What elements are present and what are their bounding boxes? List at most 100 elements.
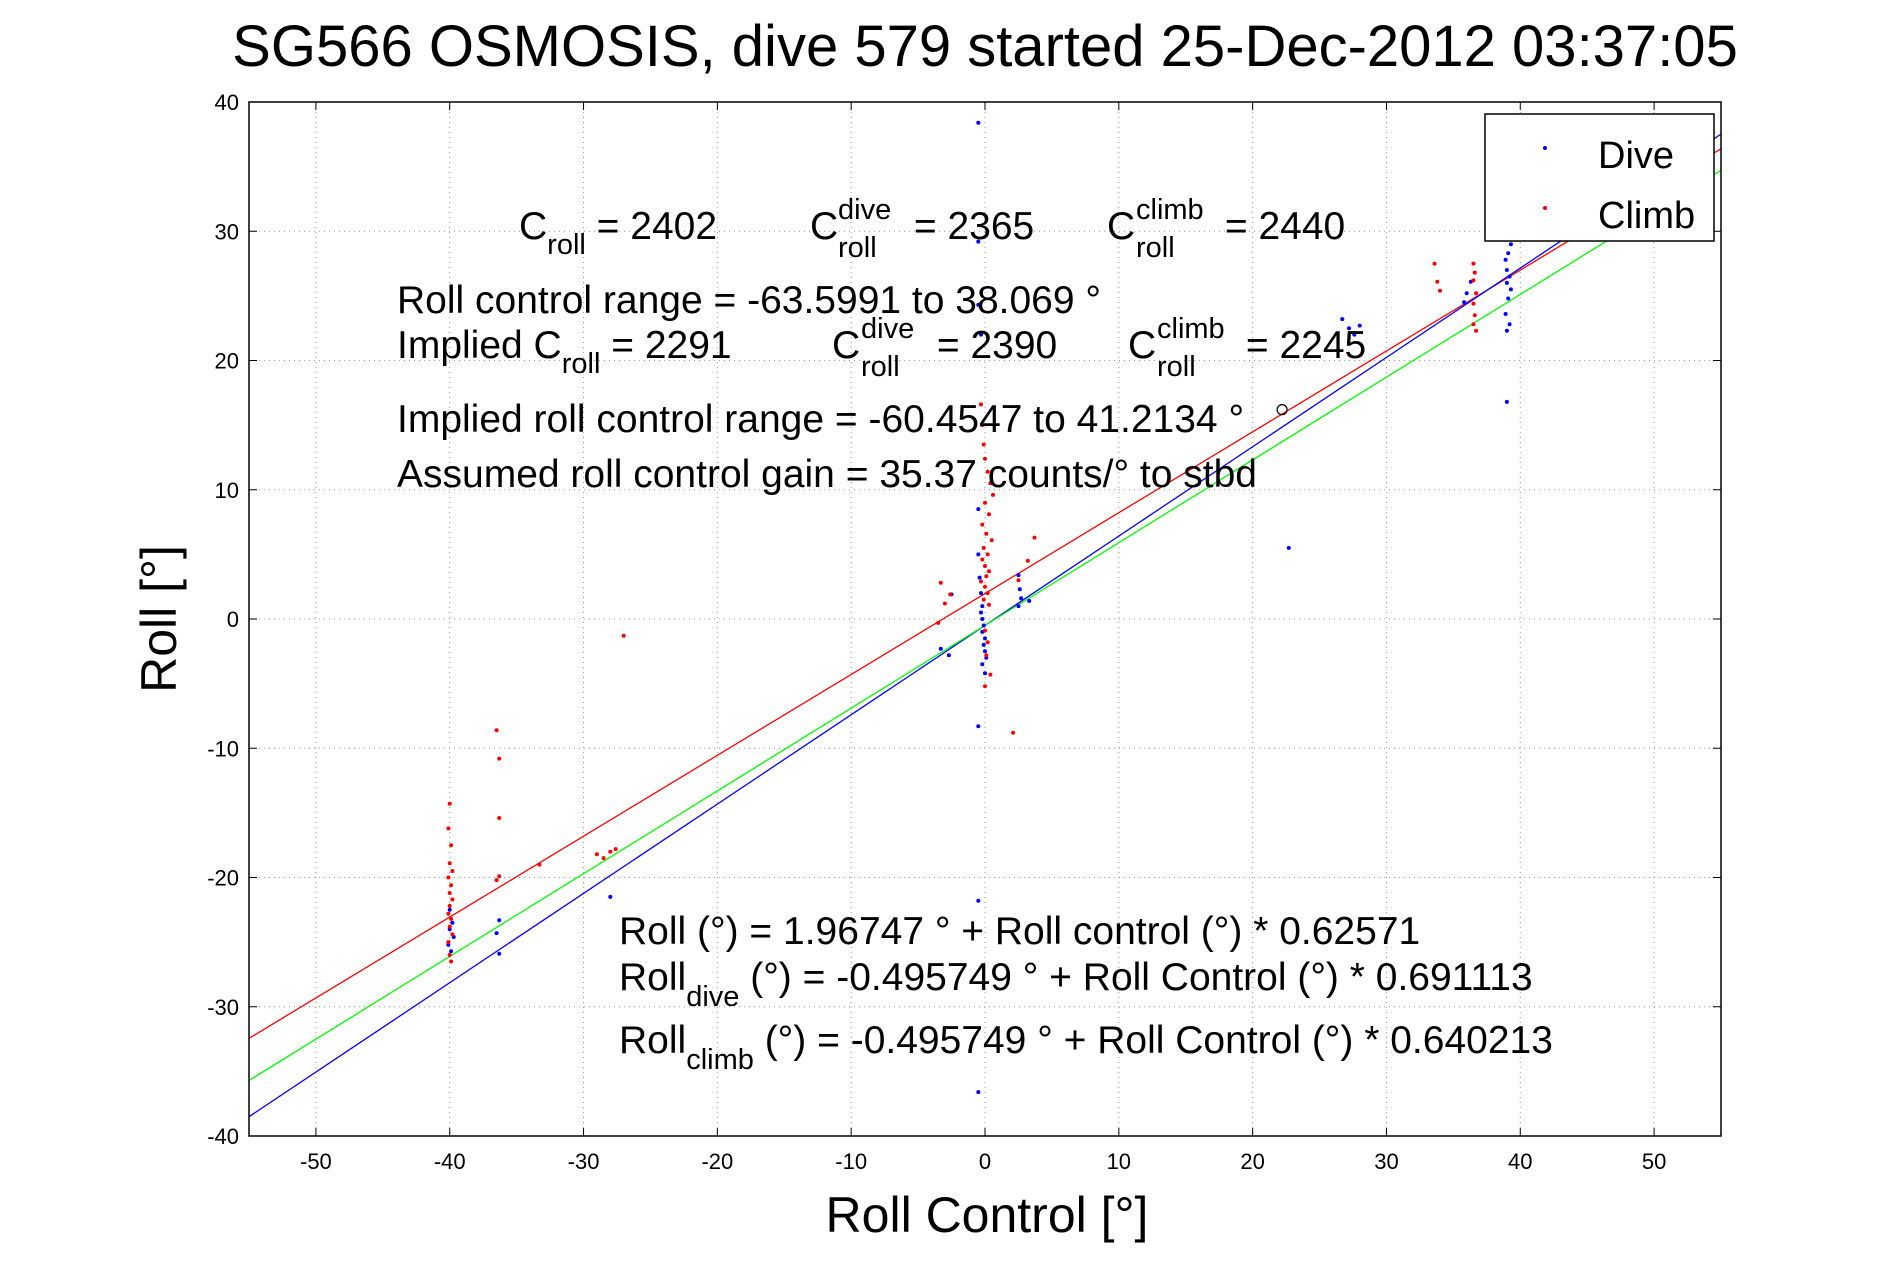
annotation-implied-c-roll: Implied Croll = 2291 [397, 324, 732, 380]
point-climb [1025, 558, 1030, 563]
point-climb [983, 628, 987, 633]
point-dive [981, 642, 986, 647]
x-tick-label: -50 [300, 1149, 332, 1174]
point-climb [980, 557, 985, 562]
point-dive [1352, 332, 1357, 337]
point-climb [450, 869, 455, 873]
point-climb [497, 756, 502, 761]
point-dive [979, 332, 983, 337]
point-climb [621, 633, 626, 638]
point-dive [983, 671, 987, 676]
legend-label-dive: Dive [1598, 135, 1674, 177]
point-climb [987, 602, 991, 607]
point-dive [449, 949, 454, 954]
x-tick-label: -30 [568, 1149, 600, 1174]
point-climb [991, 492, 995, 497]
annotation-gain: Assumed roll control gain = 35.37 counts… [397, 453, 1257, 496]
point-climb [989, 538, 994, 543]
point-climb [447, 924, 452, 929]
open-circle-markers [1276, 404, 1288, 416]
point-climb [447, 861, 452, 866]
annotation-fit-all: Roll (°) = 1.96747 ° + Roll control (°) … [619, 910, 1420, 953]
point-dive [1508, 287, 1513, 292]
legend-marker-dive [1543, 146, 1547, 150]
point-climb [1474, 328, 1479, 333]
point-climb [497, 874, 502, 879]
point-climb [1432, 261, 1437, 266]
annotation-c-roll-climb: Cclimb roll = 2440 [1107, 194, 1345, 264]
point-climb [601, 856, 606, 861]
point-dive [1464, 291, 1469, 296]
legend-label-climb: Climb [1598, 195, 1695, 237]
point-climb [985, 552, 990, 557]
point-dive [1506, 251, 1511, 256]
point-climb [449, 959, 454, 964]
point-dive [1016, 573, 1021, 578]
point-climb [449, 916, 454, 921]
point-climb [1474, 291, 1479, 296]
point-climb [988, 481, 993, 486]
point-climb [948, 592, 953, 597]
x-tick-label: 0 [979, 1149, 991, 1174]
point-dive [450, 920, 455, 925]
x-tick-label: -40 [434, 1149, 466, 1174]
point-climb [1438, 288, 1442, 293]
point-climb [1471, 322, 1476, 327]
open-circle-marker [1276, 404, 1288, 416]
point-dive [1506, 296, 1511, 301]
point-climb [449, 843, 454, 848]
point-dive [938, 646, 943, 651]
point-climb [1435, 279, 1440, 284]
point-dive [977, 575, 982, 580]
point-climb [613, 847, 618, 852]
annotation-fit-climb: Rollclimb (°) = -0.495749 ° + Roll Contr… [619, 1019, 1553, 1076]
point-dive [980, 617, 985, 621]
x-tick-label: 10 [1107, 1149, 1131, 1174]
annotation-c-roll: Croll = 2402 [519, 205, 717, 261]
point-climb [979, 402, 983, 407]
chart-title: SG566 OSMOSIS, dive 579 started 25-Dec-2… [232, 14, 1738, 79]
point-dive [1462, 300, 1467, 305]
point-climb [942, 601, 947, 606]
point-climb [494, 728, 499, 733]
point-dive [1504, 280, 1509, 285]
point-climb [594, 852, 599, 857]
x-tick-label: 50 [1642, 1149, 1666, 1174]
point-climb [446, 826, 451, 831]
point-dive [1504, 268, 1509, 272]
point-climb [450, 932, 455, 937]
point-climb [1471, 301, 1476, 306]
point-dive [1503, 312, 1508, 316]
point-dive [981, 623, 986, 628]
point-dive [1027, 598, 1032, 603]
point-climb [494, 878, 499, 883]
point-climb [981, 545, 986, 550]
y-axis-ticks: -40 -30 -20 -10 0 10 20 30 40 [207, 90, 1721, 1149]
point-climb [981, 442, 986, 447]
annotation-fits: Roll (°) = 1.96747 ° + Roll control (°) … [619, 910, 1553, 1076]
point-dive [447, 907, 452, 912]
annotation-calibration: Croll = 2402 Cdive roll = 2365 Cclimb roll… [397, 194, 1366, 496]
point-dive [983, 636, 987, 641]
point-climb [983, 684, 987, 689]
legend: Dive Climb [1484, 113, 1715, 242]
point-climb [1016, 578, 1021, 583]
point-climb [497, 816, 502, 820]
point-dive [1508, 242, 1513, 247]
point-dive [1504, 399, 1509, 404]
point-climb [985, 469, 990, 474]
point-dive [1504, 328, 1509, 333]
point-climb [447, 953, 452, 957]
point-climb [1471, 278, 1476, 283]
annotation-implied-c-roll-dive: Cdive roll = 2390 [832, 313, 1057, 383]
point-dive [494, 931, 499, 936]
point-dive [1017, 587, 1022, 592]
point-dive [1503, 257, 1508, 262]
point-climb [984, 653, 989, 658]
annotation-implied-c-roll-climb: Cclimb roll = 2245 [1128, 313, 1366, 383]
y-tick-label: 0 [227, 607, 239, 632]
y-tick-label: 10 [215, 478, 239, 503]
x-tick-label: -10 [835, 1149, 867, 1174]
point-dive [979, 610, 983, 615]
point-dive [1340, 317, 1345, 322]
